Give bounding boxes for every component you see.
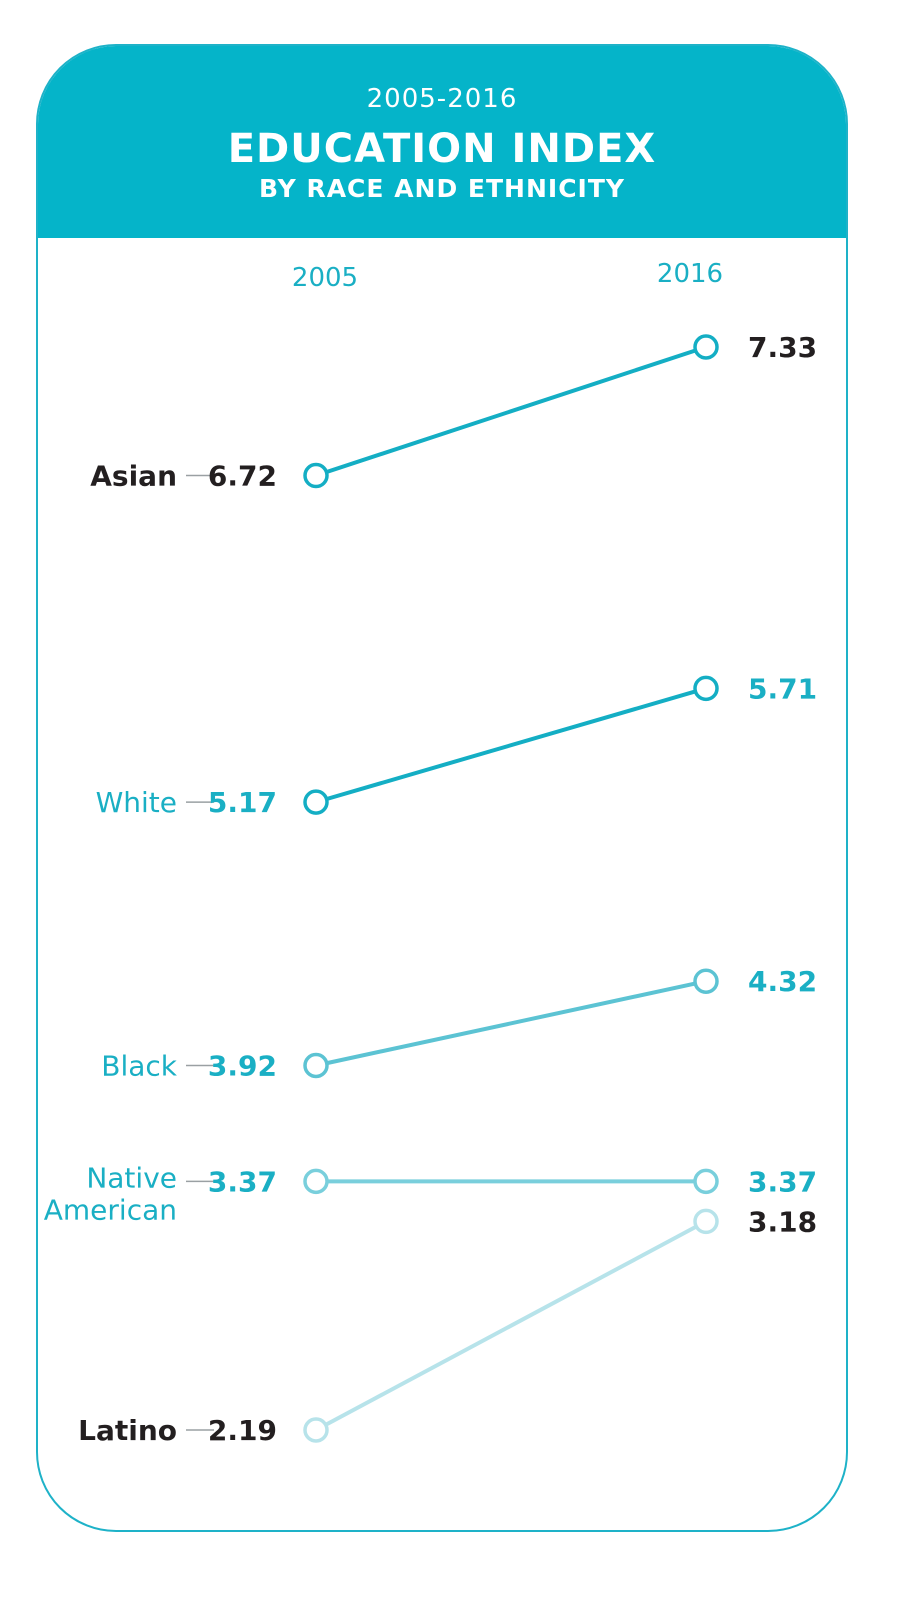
point-2005-native-american [303, 1168, 329, 1195]
x-label-2005: 2005 [292, 263, 358, 293]
chart-header: 2005-2016 EDUCATION INDEX BY RACE AND ET… [38, 46, 846, 238]
data-label-2016-native-american: 3.37 [748, 1165, 817, 1198]
data-label-2016-asian: 7.33 [748, 331, 817, 364]
x-label-2016: 2016 [657, 259, 723, 289]
series-name-black: Black [101, 1049, 178, 1082]
series-name-white: White [96, 786, 177, 819]
chart-card: 2005-2016 EDUCATION INDEX BY RACE AND ET… [36, 44, 848, 1532]
years-range: 2005-2016 [366, 84, 518, 114]
data-label-2005-asian: 6.72 [208, 460, 277, 493]
series-latino: 2.19 3.18 Latino [78, 1205, 817, 1447]
series-name-asian: Asian [90, 460, 177, 493]
series-line-white [315, 686, 707, 805]
point-2005-asian [303, 462, 329, 489]
point-2005-latino [303, 1417, 329, 1443]
data-label-2005-native-american: 3.37 [208, 1165, 277, 1198]
series-name-latino: Latino [78, 1414, 177, 1447]
series-white: 5.17 5.71 White [96, 672, 818, 819]
data-label-2005-black: 3.92 [208, 1049, 277, 1082]
series-name-native-american: Native American [44, 1161, 177, 1226]
series-line-latino [315, 1219, 707, 1432]
data-label-2016-black: 4.32 [748, 965, 817, 998]
series-native-american: 3.37 3.37 Native American [44, 1161, 817, 1226]
point-2016-native-american [693, 1168, 719, 1195]
data-label-2005-white: 5.17 [208, 786, 277, 819]
series-layer: 6.727.33Asian5.175.71White3.924.32Black3… [44, 331, 817, 1447]
series-black: 3.92 4.32 Black [101, 965, 817, 1082]
data-label-2005-latino: 2.19 [208, 1414, 277, 1447]
series-line-asian [315, 345, 707, 478]
chart-title: EDUCATION INDEX [227, 126, 657, 172]
data-label-2016-white: 5.71 [748, 672, 817, 705]
chart-subtitle: BY RACE AND ETHNICITY [258, 174, 626, 203]
point-2016-white [693, 675, 719, 702]
data-label-2016-latino: 3.18 [748, 1205, 817, 1238]
point-2005-black [303, 1052, 329, 1079]
point-2016-latino [693, 1208, 719, 1235]
point-2016-asian [693, 334, 719, 360]
point-2016-black [693, 968, 719, 994]
point-2005-white [303, 789, 329, 815]
series-asian: 6.72 7.33 Asian [90, 331, 817, 493]
series-line-black [315, 979, 707, 1068]
